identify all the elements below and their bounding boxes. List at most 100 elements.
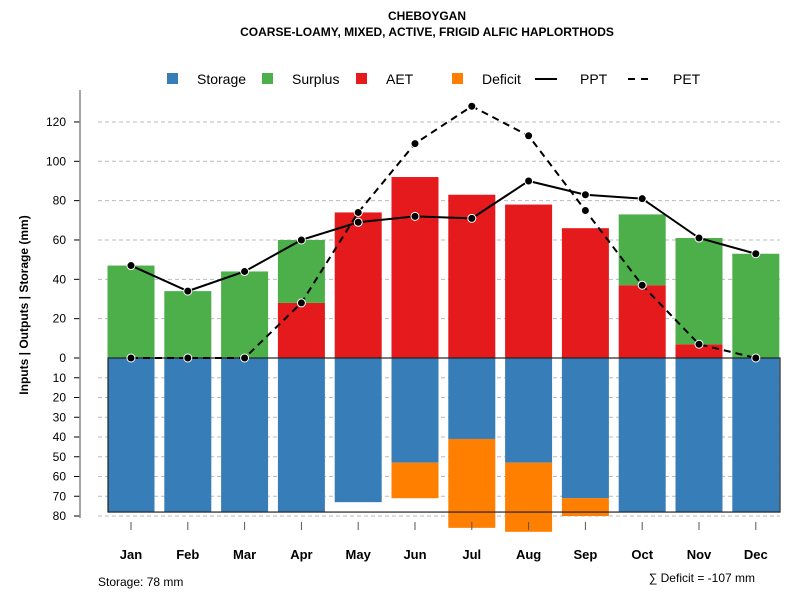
legend-label-deficit: Deficit	[482, 71, 521, 87]
ppt-point	[580, 190, 590, 200]
surplus-bar	[675, 238, 723, 345]
storage-bar	[618, 358, 666, 513]
aet-bar	[505, 204, 553, 358]
ppt-point	[240, 266, 250, 276]
x-tick-label: Apr	[290, 547, 312, 562]
ppt-point	[751, 249, 761, 259]
y-tick-label: 20	[53, 391, 67, 405]
storage-bar	[221, 358, 269, 513]
pet-line	[131, 105, 757, 359]
chart-subtitle: COARSE-LOAMY, MIXED, ACTIVE, FRIGID ALFI…	[240, 25, 614, 39]
storage-bar	[334, 358, 382, 503]
aet-bar	[561, 228, 609, 358]
ppt-point	[353, 217, 363, 227]
ppt-point	[410, 211, 420, 221]
legend-swatch-surplus	[262, 73, 273, 84]
ppt-line	[130, 179, 757, 293]
x-tick-label: Jun	[403, 547, 426, 562]
pet-point	[694, 339, 704, 349]
pet-point	[580, 205, 590, 215]
deficit-bar	[505, 462, 553, 532]
legend-swatch-aet	[356, 73, 367, 84]
ppt-point	[183, 286, 193, 296]
pet-point	[467, 101, 477, 111]
y-tick-label: 20	[53, 312, 67, 326]
storage-note: Storage: 78 mm	[98, 575, 183, 589]
y-tick-label: 60	[53, 233, 67, 247]
aet-bar	[334, 212, 382, 358]
legend-label-surplus: Surplus	[292, 71, 339, 87]
pet-point	[240, 353, 250, 363]
pet-point	[296, 298, 306, 308]
aet-bar	[618, 285, 666, 358]
y-tick-label: 40	[53, 272, 67, 286]
storage-bar	[675, 358, 723, 513]
ppt-point	[467, 213, 477, 223]
ppt-point	[637, 194, 647, 204]
surplus-bar	[221, 271, 269, 358]
storage-bar	[277, 358, 325, 513]
surplus-bar	[107, 265, 155, 358]
y-tick-label: 0	[59, 351, 66, 365]
aet-bar	[675, 344, 723, 358]
aet-bar	[391, 177, 439, 358]
deficit-bar	[391, 462, 439, 499]
pet-point	[126, 353, 136, 363]
y-tick-label: 70	[53, 489, 67, 503]
storage-bar	[107, 358, 155, 513]
y-tick-label: 100	[46, 154, 66, 168]
pet-point	[637, 280, 647, 290]
aet-bar	[277, 302, 325, 358]
ppt-point	[524, 176, 534, 186]
y-axis-label: Inputs | Outputs | Storage (mm)	[17, 215, 31, 394]
legend-label-pet: PET	[673, 71, 701, 87]
storage-capacity-box	[107, 357, 781, 513]
x-tick-label: Jul	[462, 547, 481, 562]
y-tick-label: 30	[53, 410, 67, 424]
surplus-bar	[618, 214, 666, 286]
storage-bar	[505, 358, 553, 463]
legend-swatch-storage	[167, 73, 178, 84]
x-tick-label: Aug	[516, 547, 541, 562]
y-tick-label: 80	[53, 194, 67, 208]
pet-point	[410, 139, 420, 149]
x-tick-label: Jan	[120, 547, 142, 562]
storage-bar	[391, 358, 439, 463]
x-tick-label: Feb	[176, 547, 199, 562]
legend-label-aet: AET	[386, 71, 414, 87]
deficit-note: ∑ Deficit = -107 mm	[649, 571, 755, 585]
ppt-point	[694, 233, 704, 243]
pet-point	[353, 207, 363, 217]
legend-label-ppt: PPT	[580, 71, 608, 87]
storage-bar	[448, 358, 496, 439]
y-tick-label: 10	[53, 371, 67, 385]
x-tick-label: May	[346, 547, 372, 562]
y-tick-label: 120	[46, 115, 66, 129]
x-tick-label: Sep	[573, 547, 597, 562]
deficit-bar	[561, 498, 609, 516]
ppt-point	[296, 235, 306, 245]
y-tick-label: 50	[53, 450, 67, 464]
pet-point	[524, 131, 534, 141]
chart-title: CHEBOYGAN	[388, 9, 466, 23]
legend-label-storage: Storage	[197, 71, 246, 87]
surplus-bar	[277, 239, 325, 303]
storage-bar	[732, 358, 780, 513]
y-tick-label: 40	[53, 430, 67, 444]
pet-point	[751, 353, 761, 363]
deficit-bar	[448, 438, 496, 528]
storage-bar	[561, 358, 609, 499]
y-tick-label: 80	[53, 509, 67, 523]
storage-bar	[164, 358, 212, 513]
x-tick-label: Mar	[233, 547, 256, 562]
y-tick-label: 60	[53, 470, 67, 484]
x-tick-label: Oct	[631, 547, 653, 562]
surplus-bar	[164, 291, 212, 358]
surplus-bar	[732, 253, 780, 358]
ppt-point	[126, 261, 136, 271]
x-tick-label: Dec	[744, 547, 768, 562]
legend-swatch-deficit	[452, 73, 463, 84]
pet-point	[183, 353, 193, 363]
